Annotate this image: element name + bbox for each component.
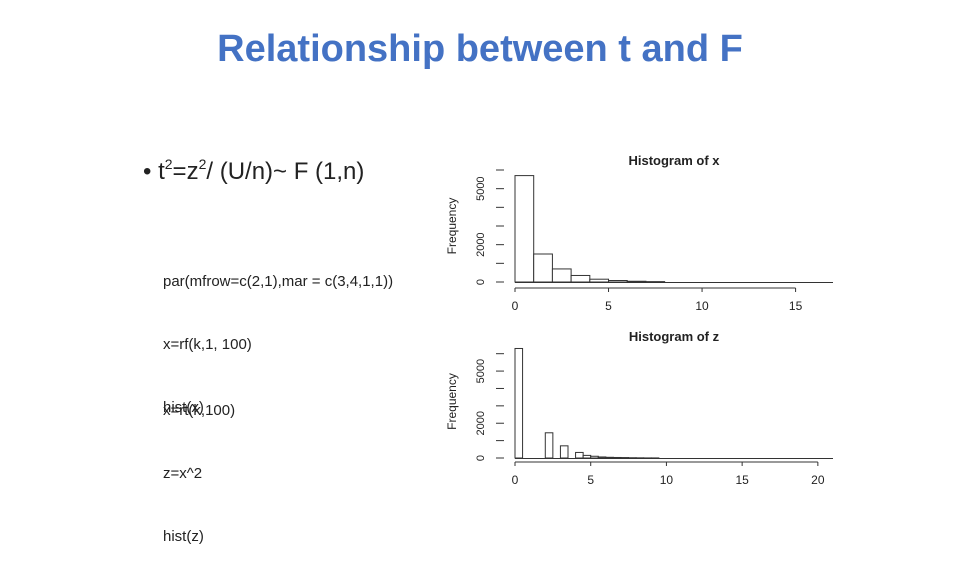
chart-title: Histogram of x bbox=[628, 153, 720, 168]
chart-title: Histogram of z bbox=[629, 329, 720, 344]
histogram-bar bbox=[552, 269, 571, 282]
x-tick-label: 15 bbox=[789, 299, 803, 313]
histogram-bar bbox=[583, 455, 591, 458]
histogram-bar bbox=[606, 457, 614, 458]
histogram-bar bbox=[534, 254, 553, 282]
histogram-bar bbox=[515, 176, 534, 282]
x-tick-label: 10 bbox=[695, 299, 709, 313]
x-tick-label: 10 bbox=[660, 473, 674, 487]
histogram-bar bbox=[613, 457, 621, 458]
histogram-bar bbox=[515, 348, 523, 458]
y-axis-label: Frequency bbox=[445, 373, 459, 430]
y-tick-label: 0 bbox=[475, 455, 487, 461]
x-tick-label: 15 bbox=[735, 473, 749, 487]
y-tick-label: 5000 bbox=[475, 176, 487, 200]
histogram-bar bbox=[590, 279, 609, 282]
x-tick-label: 5 bbox=[605, 299, 612, 313]
x-tick-label: 5 bbox=[587, 473, 594, 487]
histogram-bar bbox=[627, 281, 646, 282]
y-tick-label: 5000 bbox=[475, 359, 487, 383]
histogram-bar bbox=[591, 456, 599, 458]
histogram-bar bbox=[560, 446, 568, 458]
histogram-bar bbox=[576, 452, 584, 458]
x-tick-label: 0 bbox=[512, 299, 519, 313]
x-tick-label: 20 bbox=[811, 473, 825, 487]
histogram-bar bbox=[571, 275, 590, 282]
y-tick-label: 2000 bbox=[475, 411, 487, 435]
x-tick-label: 0 bbox=[512, 473, 519, 487]
y-tick-label: 0 bbox=[475, 279, 487, 285]
histogram-bar bbox=[598, 457, 606, 458]
y-axis-label: Frequency bbox=[445, 198, 459, 255]
histogram-bar bbox=[609, 281, 628, 282]
y-tick-label: 2000 bbox=[475, 232, 487, 256]
histogram-bar bbox=[545, 433, 553, 458]
